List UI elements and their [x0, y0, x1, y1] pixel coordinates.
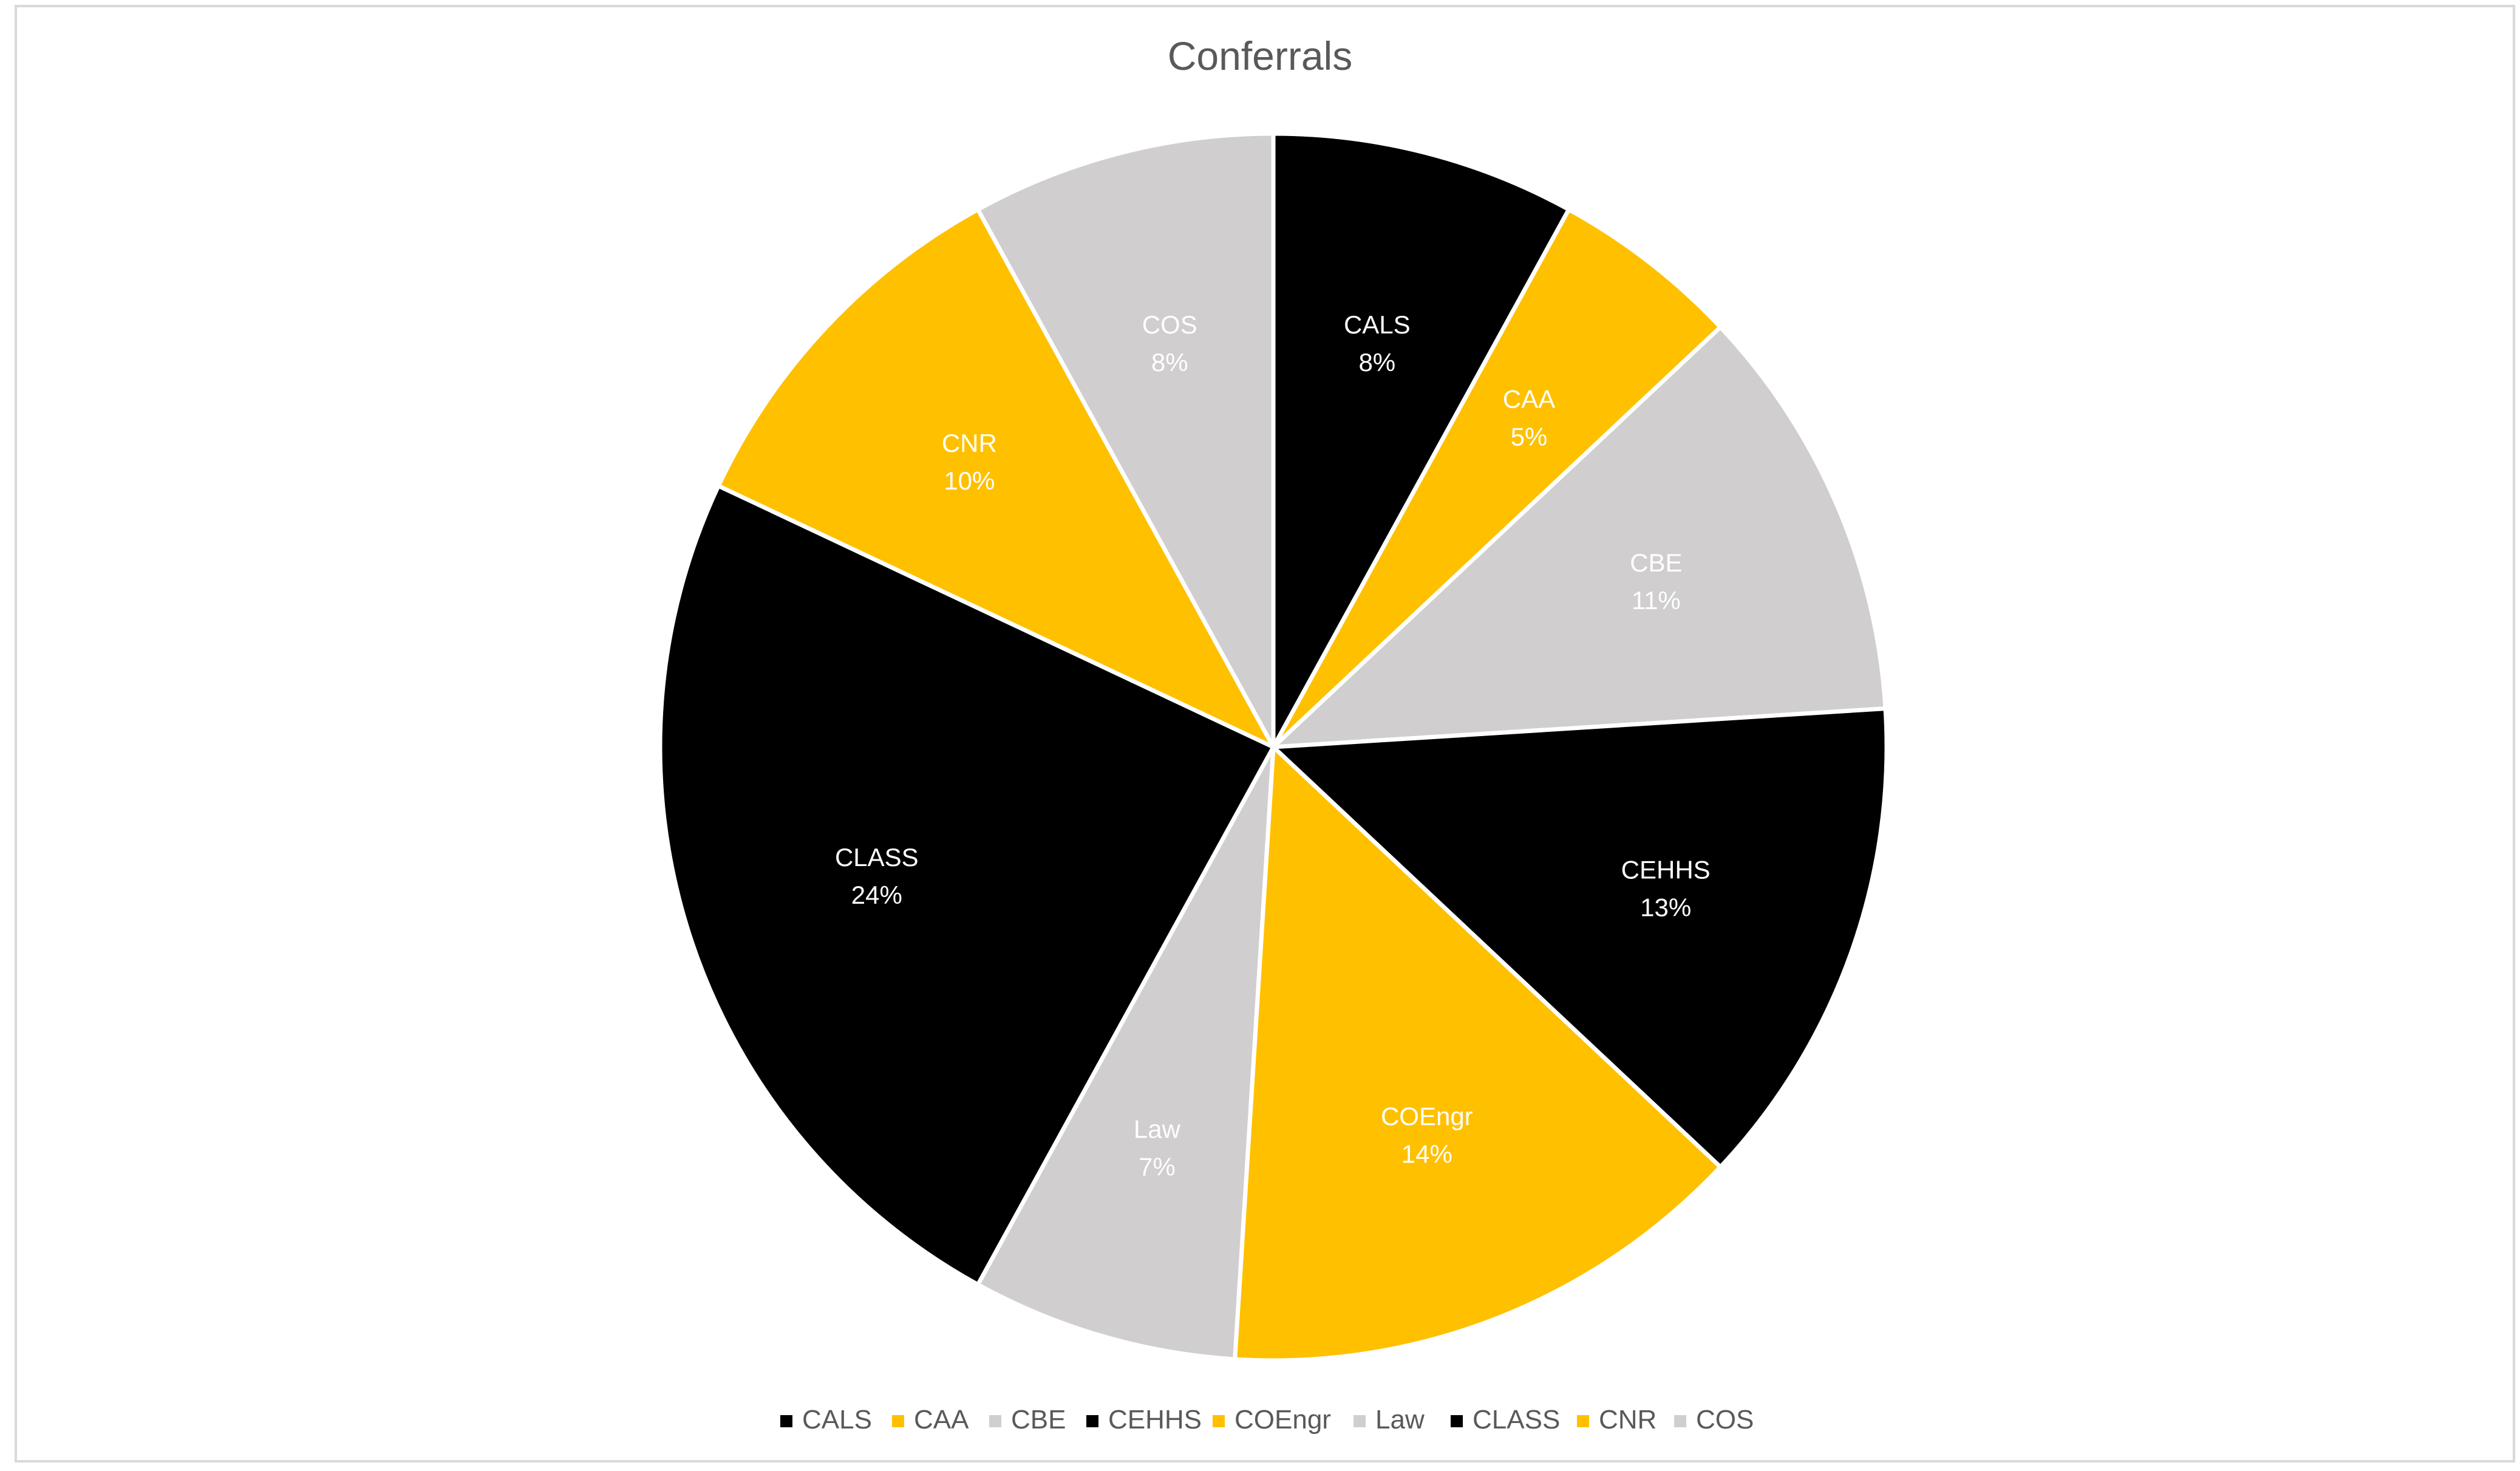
pie-slice-law[interactable] [975, 746, 1276, 1362]
data-label-percent: 13% [1640, 893, 1691, 922]
legend-swatch [892, 1415, 904, 1427]
pie-data-labels: CALS 8% CAA 5% CBE 11% CEHHS 13% COEngr 14% Law 7% C… [835, 310, 1711, 1181]
legend-swatch [1213, 1415, 1225, 1427]
pie-slice-class[interactable] [658, 483, 1276, 1288]
data-label-category: CEHHS [1621, 856, 1711, 884]
legend-label: CBE [1011, 1405, 1066, 1435]
pie-slice-cals[interactable] [1271, 131, 1572, 748]
data-label-law: Law 7% [1134, 1115, 1181, 1181]
pie-slice-cehhs[interactable] [1268, 706, 1889, 1170]
legend-item-class[interactable]: CLASS [1451, 1405, 1560, 1435]
legend-item-cnr[interactable]: CNR [1577, 1405, 1657, 1435]
data-label-percent: 5% [1511, 422, 1548, 451]
legend-label: COS [1696, 1405, 1754, 1435]
legend-item-cals[interactable]: CALS [780, 1405, 872, 1435]
data-label-category: COEngr [1381, 1102, 1473, 1131]
legend-swatch [1577, 1415, 1589, 1427]
legend-swatch [1354, 1415, 1366, 1427]
legend-item-caa[interactable]: CAA [892, 1405, 969, 1435]
legend-label: CLASS [1473, 1405, 1560, 1435]
legend-swatch [780, 1415, 792, 1427]
legend-item-cehhs[interactable]: CEHHS [1086, 1405, 1202, 1435]
legend-item-coengr[interactable]: COEngr [1213, 1405, 1331, 1435]
legend-label: CALS [802, 1405, 872, 1435]
data-label-caa: CAA 5% [1503, 384, 1555, 451]
data-label-cbe: CBE 11% [1630, 548, 1682, 615]
pie-slice-cbe[interactable] [1267, 324, 1888, 750]
chart-title: Conferrals [1167, 33, 1353, 78]
legend-label: CNR [1599, 1405, 1657, 1435]
data-label-cos: COS 8% [1142, 310, 1197, 377]
data-label-cehhs: CEHHS 13% [1621, 856, 1711, 922]
data-label-category: Law [1134, 1115, 1181, 1144]
legend-swatch [1451, 1415, 1463, 1427]
legend-label: COEngr [1234, 1405, 1331, 1435]
data-label-percent: 11% [1632, 586, 1681, 615]
data-label-coengr: COEngr 14% [1381, 1102, 1473, 1169]
data-label-percent: 8% [1151, 348, 1188, 377]
data-label-cals: CALS 8% [1344, 310, 1411, 377]
data-label-class: CLASS 24% [835, 843, 919, 909]
data-label-category: CAA [1503, 384, 1555, 413]
legend-item-cbe[interactable]: CBE [989, 1405, 1066, 1435]
data-label-percent: 14% [1401, 1140, 1452, 1169]
data-label-cnr: CNR 10% [942, 429, 997, 495]
pie-slice-cos[interactable] [975, 131, 1276, 748]
data-label-percent: 8% [1358, 348, 1395, 377]
legend-swatch [989, 1415, 1001, 1427]
legend-item-cos[interactable]: COS [1674, 1405, 1754, 1435]
pie-slice-caa[interactable] [1271, 206, 1724, 749]
legend-label: CEHHS [1108, 1405, 1202, 1435]
legend-label: Law [1375, 1405, 1425, 1435]
pie-slices [658, 131, 1889, 1363]
legend-item-law[interactable]: Law [1354, 1405, 1425, 1435]
pie-slice-cnr[interactable] [715, 206, 1279, 752]
data-label-percent: 7% [1139, 1153, 1176, 1181]
data-label-percent: 10% [944, 466, 995, 495]
chart-legend[interactable]: CALS CAA CBE CEHHS COEngr Law CLASS CNR COS [780, 1405, 1754, 1435]
data-label-category: CNR [942, 429, 997, 457]
pie-slice-coengr[interactable] [1232, 742, 1724, 1363]
data-label-percent: 24% [851, 881, 902, 909]
data-label-category: COS [1142, 310, 1197, 339]
data-label-category: CLASS [835, 843, 919, 872]
legend-swatch [1086, 1415, 1098, 1427]
data-label-category: CALS [1344, 310, 1411, 339]
legend-label: CAA [914, 1405, 969, 1435]
legend-swatch [1674, 1415, 1686, 1427]
data-label-category: CBE [1630, 548, 1682, 577]
